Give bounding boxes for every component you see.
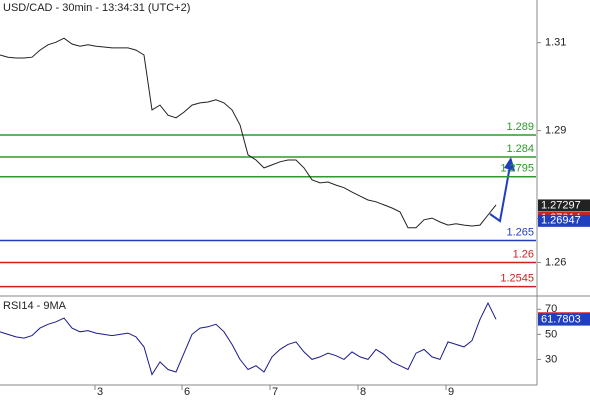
price-line — [0, 301, 497, 376]
level-label: 1.284 — [506, 143, 534, 155]
price-tag — [538, 214, 590, 227]
arrow-head — [504, 157, 515, 171]
level-label: 1.265 — [506, 226, 534, 238]
y-tick-label: 1.29 — [545, 124, 566, 136]
y-tick-label: 70 — [545, 303, 557, 315]
price-tag-label: 61.7803 — [541, 313, 581, 325]
y-tick-label: 1.31 — [545, 37, 566, 49]
forecast-arrow — [489, 165, 511, 223]
y-tick-label: 50 — [545, 328, 557, 340]
level-label: 1.2545 — [500, 273, 534, 285]
x-tick-label: 8 — [360, 386, 366, 398]
y-tick-label: 30 — [545, 353, 557, 365]
y-tick-label: 1.26 — [545, 256, 566, 268]
level-label: 1.26 — [513, 248, 534, 260]
x-tick-label: 7 — [272, 386, 278, 398]
x-tick-label: 3 — [97, 386, 103, 398]
price-tag — [538, 313, 590, 326]
price-tag-label: 1.27297 — [541, 199, 581, 211]
chart-title: USD/CAD - 30min - 13:34:31 (UTC+2) — [3, 2, 190, 14]
price-tag-label: 1.26947 — [541, 215, 581, 227]
rsi-title: RSI14 - 9MA — [3, 300, 67, 312]
price-line — [0, 37, 497, 229]
x-tick-label: 6 — [184, 386, 190, 398]
x-tick-label: 9 — [448, 386, 454, 398]
price-tag — [538, 199, 590, 212]
level-label: 1.289 — [506, 121, 534, 133]
level-label: 1.2795 — [500, 163, 534, 175]
